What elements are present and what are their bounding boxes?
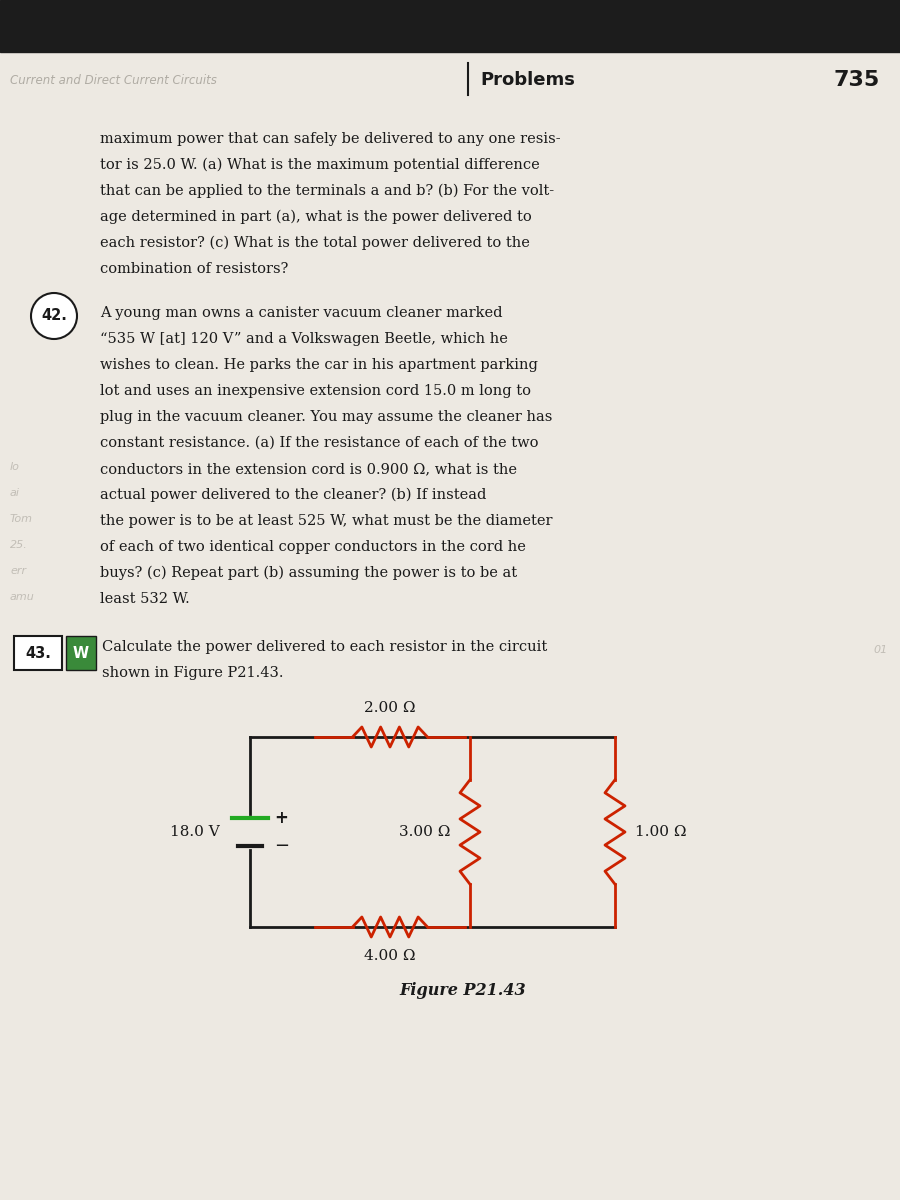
Text: of each of two identical copper conductors in the cord he: of each of two identical copper conducto… (100, 540, 526, 554)
Text: Problems: Problems (480, 71, 575, 89)
Text: err: err (10, 566, 26, 576)
Text: amu: amu (10, 592, 35, 602)
Text: the power is to be at least 525 W, what must be the diameter: the power is to be at least 525 W, what … (100, 514, 553, 528)
Text: least 532 W.: least 532 W. (100, 592, 190, 606)
Text: −: − (274, 838, 289, 854)
Circle shape (31, 293, 77, 338)
Text: that can be applied to the terminals a and b? (b) For the volt-: that can be applied to the terminals a a… (100, 184, 554, 198)
Text: buys? (c) Repeat part (b) assuming the power is to be at: buys? (c) Repeat part (b) assuming the p… (100, 566, 518, 581)
Text: 4.00 Ω: 4.00 Ω (364, 949, 416, 962)
Text: plug in the vacuum cleaner. You may assume the cleaner has: plug in the vacuum cleaner. You may assu… (100, 410, 553, 424)
Text: “535 W [at] 120 V” and a Volkswagen Beetle, which he: “535 W [at] 120 V” and a Volkswagen Beet… (100, 332, 508, 346)
Text: 42.: 42. (41, 308, 67, 324)
Text: age determined in part (a), what is the power delivered to: age determined in part (a), what is the … (100, 210, 532, 224)
Text: constant resistance. (a) If the resistance of each of the two: constant resistance. (a) If the resistan… (100, 436, 538, 450)
Text: wishes to clean. He parks the car in his apartment parking: wishes to clean. He parks the car in his… (100, 358, 538, 372)
Text: tor is 25.0 W. (a) What is the maximum potential difference: tor is 25.0 W. (a) What is the maximum p… (100, 158, 540, 173)
Text: 43.: 43. (25, 646, 51, 660)
Text: 735: 735 (833, 70, 880, 90)
Text: 2.00 Ω: 2.00 Ω (364, 701, 416, 715)
Text: shown in Figure P21.43.: shown in Figure P21.43. (102, 666, 284, 680)
Text: 1.00 Ω: 1.00 Ω (635, 826, 687, 839)
Text: combination of resistors?: combination of resistors? (100, 262, 288, 276)
Text: +: + (274, 809, 288, 827)
Text: 01: 01 (874, 646, 888, 655)
Text: W: W (73, 646, 89, 660)
Text: ai: ai (10, 488, 20, 498)
Text: 18.0 V: 18.0 V (170, 826, 220, 839)
Text: lot and uses an inexpensive extension cord 15.0 m long to: lot and uses an inexpensive extension co… (100, 384, 531, 398)
Bar (0, 0, 900, 52)
Bar (14, 636, 62, 670)
Text: actual power delivered to the cleaner? (b) If instead: actual power delivered to the cleaner? (… (100, 488, 486, 503)
Text: conductors in the extension cord is 0.900 Ω, what is the: conductors in the extension cord is 0.90… (100, 462, 517, 476)
Text: lo: lo (10, 462, 20, 472)
Text: 3.00 Ω: 3.00 Ω (399, 826, 450, 839)
Text: maximum power that can safely be delivered to any one resis-: maximum power that can safely be deliver… (100, 132, 561, 146)
Text: Figure P21.43: Figure P21.43 (400, 982, 526, 998)
Text: Tom: Tom (10, 514, 33, 524)
Text: Current and Direct Current Circuits: Current and Direct Current Circuits (10, 73, 217, 86)
Text: Calculate the power delivered to each resistor in the circuit: Calculate the power delivered to each re… (102, 640, 547, 654)
Text: A young man owns a canister vacuum cleaner marked: A young man owns a canister vacuum clean… (100, 306, 502, 320)
Text: 25.: 25. (10, 540, 28, 550)
Text: each resistor? (c) What is the total power delivered to the: each resistor? (c) What is the total pow… (100, 236, 530, 251)
Bar (66, 636, 96, 670)
